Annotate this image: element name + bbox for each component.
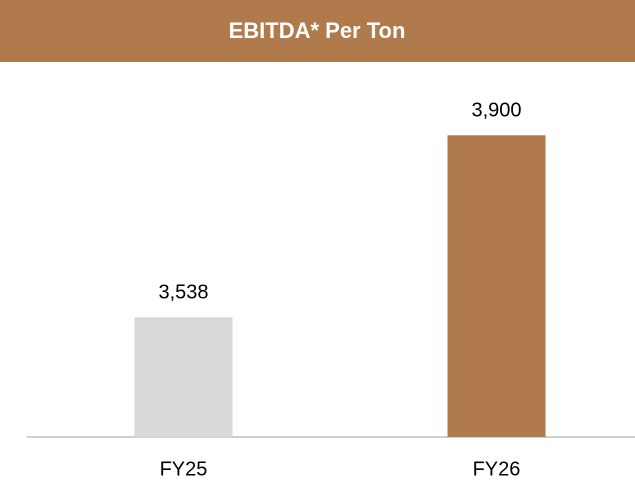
data-label: 3,900 <box>471 100 521 122</box>
data-label: 3,538 <box>158 282 208 304</box>
title-banner <box>0 0 635 62</box>
bar <box>134 317 233 437</box>
x-tick-label: FY25 <box>160 458 208 480</box>
chart-title: EBITDA* Per Ton <box>229 18 406 43</box>
bar <box>447 135 546 438</box>
x-tick-label: FY26 <box>473 458 521 480</box>
